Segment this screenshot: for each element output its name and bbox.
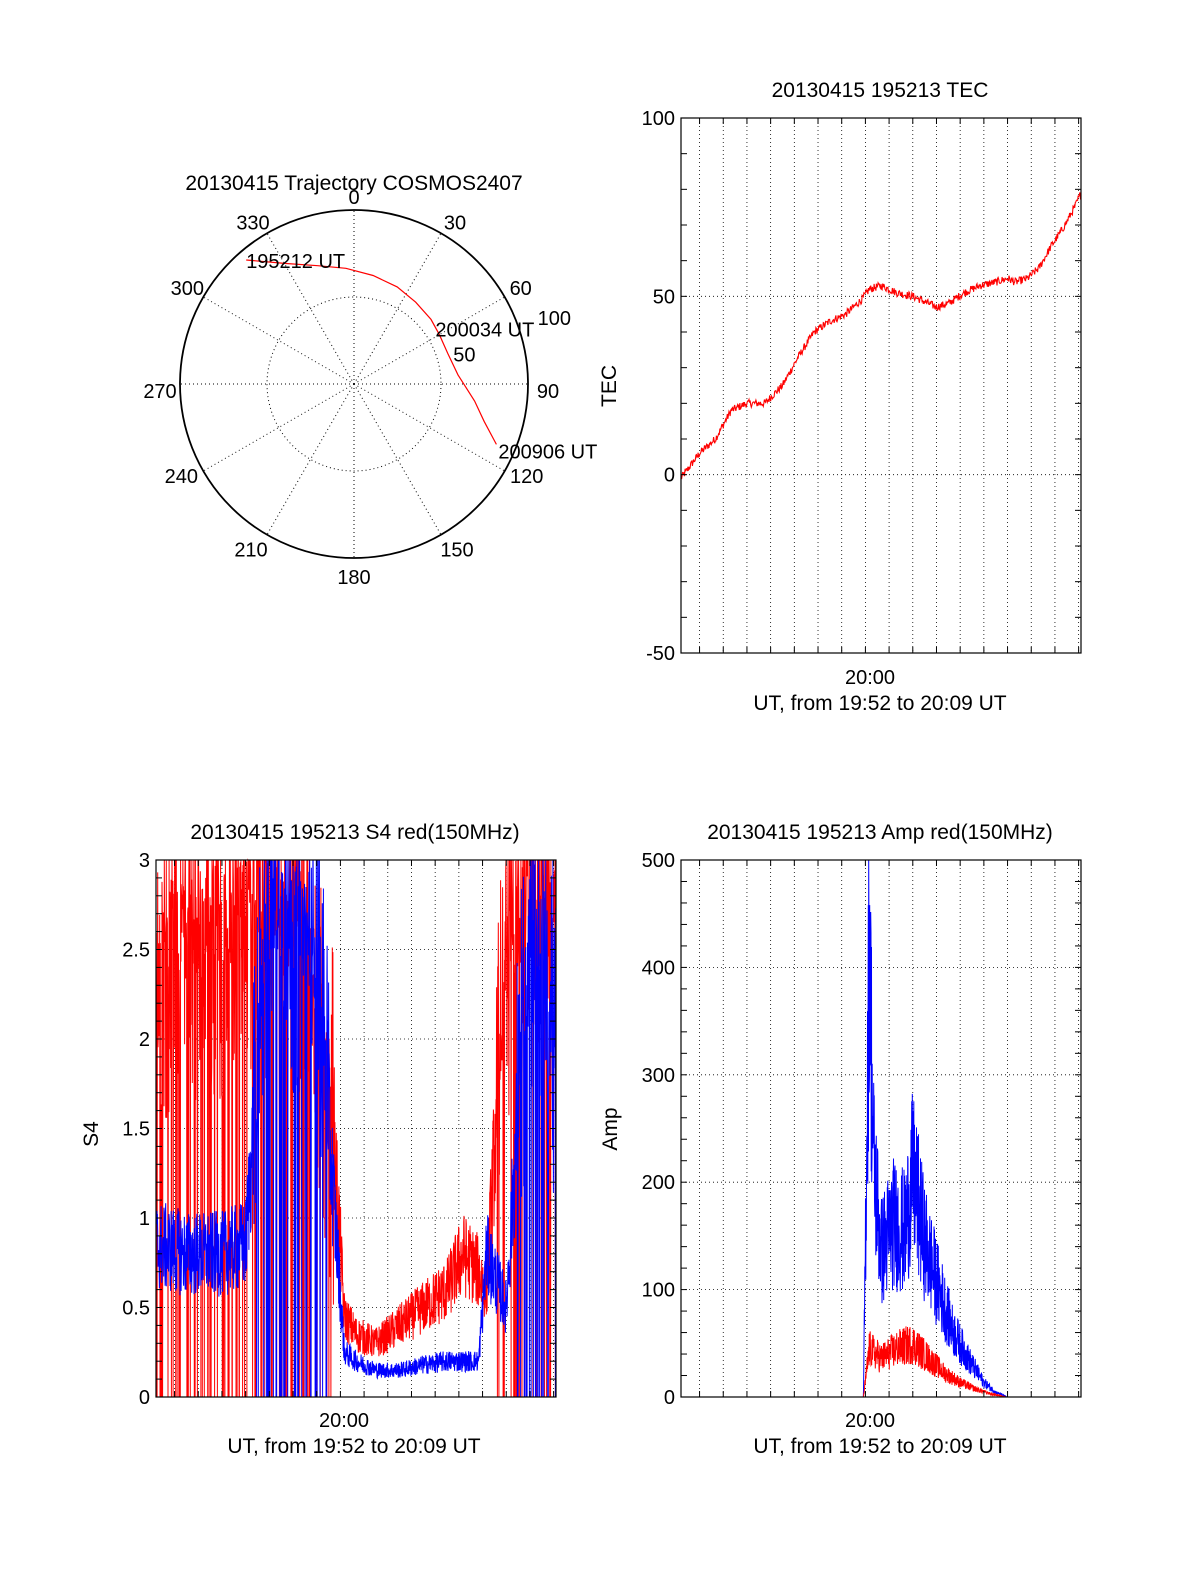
trajectory-annotation: 200034 UT — [435, 320, 534, 342]
chart-title: 20130415 195213 S4 red(150MHz) — [190, 821, 519, 844]
chart-title: 20130415 195213 TEC — [772, 79, 989, 102]
x-tick-label: 20:00 — [845, 1410, 895, 1432]
polar-marks: 195212 UT 200034 UT 200906 UT — [246, 251, 597, 463]
chart-title: 20130415 195213 Amp red(150MHz) — [707, 821, 1053, 844]
polar-spoke — [353, 383, 505, 472]
polar-spoke — [353, 233, 442, 385]
y-tick-label: 1.5 — [122, 1119, 150, 1141]
series-layer — [680, 192, 1082, 480]
ticks: 0 0.5 1 1.5 2 2.5 3 — [122, 850, 556, 1409]
y-tick-label: 0 — [664, 1387, 675, 1409]
y-tick-label: 3 — [139, 850, 150, 872]
y-tick-label: 2 — [139, 1029, 150, 1051]
y-tick-label: 100 — [642, 108, 675, 130]
angle-label: 0 — [348, 187, 359, 209]
radial-label: 100 — [538, 308, 571, 330]
series-layer — [155, 858, 557, 1398]
angle-label: 180 — [337, 567, 370, 589]
trajectory-annotation: 195212 UT — [246, 251, 345, 273]
y-tick-label: 0.5 — [122, 1298, 150, 1320]
y-axis-label: Amp — [599, 1107, 622, 1150]
tec-chart: 20130415 195213 TEC -50 0 50 100 20:00 UT, … — [598, 79, 1082, 715]
s4-chart: 20130415 195213 S4 red(150MHz) 0 0.5 1 1.5 2… — [80, 821, 557, 1458]
angle-label: 270 — [143, 381, 176, 403]
angle-label: 210 — [234, 540, 267, 562]
y-axis-label: S4 — [80, 1121, 103, 1147]
y-tick-label: 200 — [642, 1172, 675, 1194]
x-axis-label: UT, from 19:52 to 20:09 UT — [753, 1435, 1006, 1458]
angle-label: 330 — [236, 212, 269, 234]
polar-spoke — [266, 233, 355, 385]
y-tick-label: 2.5 — [122, 940, 150, 962]
y-tick-label: 300 — [642, 1065, 675, 1087]
x-axis-label: UT, from 19:52 to 20:09 UT — [753, 692, 1006, 715]
y-tick-label: 0 — [664, 465, 675, 487]
polar-spoke — [353, 296, 505, 385]
ticks: -50 0 50 100 — [642, 108, 1081, 665]
polar-spoke — [266, 383, 355, 535]
y-tick-label: 400 — [642, 957, 675, 979]
polar-spoke — [203, 296, 355, 385]
y-tick-label: 500 — [642, 850, 675, 872]
x-tick-label: 20:00 — [319, 1410, 369, 1432]
angle-label: 90 — [537, 381, 559, 403]
trajectory-polar-chart: 20130415 Trajectory COSMOS2407 0 30 60 90 12… — [143, 172, 597, 589]
polar-spoke — [203, 383, 355, 472]
plot-frame — [680, 117, 1082, 654]
x-axis-label: UT, from 19:52 to 20:09 UT — [227, 1435, 480, 1458]
polar-spoke — [353, 383, 442, 535]
y-tick-label: 1 — [139, 1208, 150, 1230]
angle-label: 150 — [440, 540, 473, 562]
y-tick-label: 0 — [139, 1387, 150, 1409]
angle-label: 120 — [510, 466, 543, 488]
y-tick-label: 100 — [642, 1280, 675, 1302]
y-tick-label: -50 — [646, 643, 675, 665]
plot-frame — [680, 859, 1082, 1398]
angle-label: 30 — [444, 212, 466, 234]
polar-inner-ring — [266, 296, 442, 472]
amp-chart: 20130415 195213 Amp red(150MHz) 0 100 200 3… — [599, 821, 1082, 1458]
angle-label: 300 — [171, 278, 204, 300]
y-tick-label: 50 — [653, 286, 675, 308]
angle-label: 240 — [165, 466, 198, 488]
polar-outer-ring — [179, 209, 529, 559]
chart-title: 20130415 Trajectory COSMOS2407 — [185, 172, 522, 195]
y-axis-label: TEC — [598, 365, 621, 407]
polar-grid: 0 30 60 90 120 150 180 210 240 270 300 330 50 100 — [143, 187, 571, 589]
ticks: 0 100 200 300 400 500 — [642, 850, 1081, 1409]
trajectory-line — [246, 259, 497, 445]
series-line-red — [680, 192, 1082, 480]
x-tick-label: 20:00 — [845, 667, 895, 689]
series-line-blue — [155, 859, 557, 1398]
trajectory-annotation: 200906 UT — [498, 441, 597, 463]
angle-label: 60 — [510, 278, 532, 300]
radial-label: 50 — [453, 344, 475, 366]
